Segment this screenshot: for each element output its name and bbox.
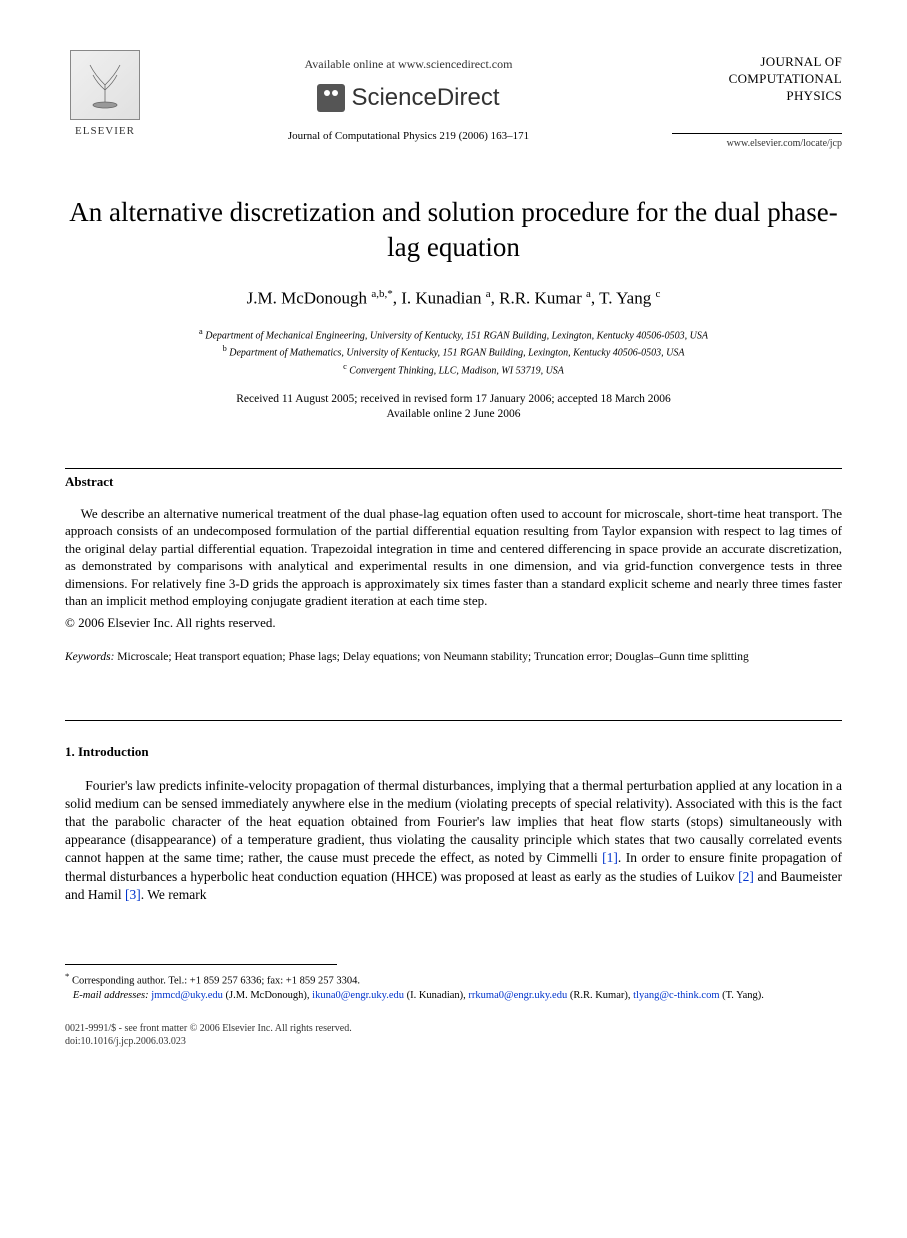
dates-online: Available online 2 June 2006	[387, 408, 521, 420]
email-link-1[interactable]: jmmcd@uky.edu	[151, 990, 223, 1001]
affiliation-a: Department of Mechanical Engineering, Un…	[205, 330, 708, 341]
intro-text-4: . We remark	[141, 887, 207, 902]
affiliations: a Department of Mechanical Engineering, …	[65, 326, 842, 378]
author-2-aff: a	[486, 288, 491, 300]
sciencedirect-text: ScienceDirect	[351, 82, 499, 114]
abstract-heading: Abstract	[65, 473, 842, 491]
keywords: Keywords: Microscale; Heat transport equ…	[65, 649, 842, 665]
journal-name-line1: JOURNAL OF	[760, 54, 842, 69]
elsevier-logo: ELSEVIER	[65, 50, 145, 139]
elsevier-label: ELSEVIER	[65, 124, 145, 139]
author-3: R.R. Kumar	[499, 289, 582, 308]
author-4-aff: c	[655, 288, 660, 300]
footnotes: * Corresponding author. Tel.: +1 859 257…	[65, 970, 842, 1004]
email-name-3: (R.R. Kumar),	[567, 990, 633, 1001]
abstract-copyright: © 2006 Elsevier Inc. All rights reserved…	[65, 614, 842, 632]
elsevier-tree-icon	[70, 50, 140, 120]
journal-url[interactable]: www.elsevier.com/locate/jcp	[672, 133, 842, 151]
author-3-aff: a	[586, 288, 591, 300]
section-heading-introduction: 1. Introduction	[65, 743, 842, 761]
sciencedirect-icon	[317, 84, 345, 112]
corresponding-author: Corresponding author. Tel.: +1 859 257 6…	[72, 976, 360, 987]
article-title: An alternative discretization and soluti…	[65, 195, 842, 265]
email-link-3[interactable]: rrkuma0@engr.uky.edu	[468, 990, 567, 1001]
bottom-info: 0021-9991/$ - see front matter © 2006 El…	[65, 1022, 842, 1048]
journal-name-line3: PHYSICS	[786, 88, 842, 103]
doi: doi:10.1016/j.jcp.2006.03.023	[65, 1036, 186, 1047]
authors-list: J.M. McDonough a,b,*, I. Kunadian a, R.R…	[65, 287, 842, 311]
dates-block: Received 11 August 2005; received in rev…	[65, 392, 842, 423]
author-1: J.M. McDonough	[247, 289, 367, 308]
citation-link-3[interactable]: [3]	[125, 887, 141, 902]
email-addresses-label: E-mail addresses:	[73, 990, 149, 1001]
divider-rule-2	[65, 720, 842, 721]
author-4: T. Yang	[599, 289, 651, 308]
affiliation-b: Department of Mathematics, University of…	[229, 348, 684, 359]
introduction-paragraph: Fourier's law predicts infinite-velocity…	[65, 777, 842, 905]
email-link-4[interactable]: tlyang@c-think.com	[633, 990, 719, 1001]
affiliation-c: Convergent Thinking, LLC, Madison, WI 53…	[349, 365, 564, 376]
author-2: I. Kunadian	[401, 289, 481, 308]
front-matter: 0021-9991/$ - see front matter © 2006 El…	[65, 1023, 352, 1034]
dates-received: Received 11 August 2005; received in rev…	[236, 393, 671, 405]
citation-link-2[interactable]: [2]	[738, 869, 754, 884]
email-name-1: (J.M. McDonough),	[223, 990, 312, 1001]
divider-rule	[65, 468, 842, 469]
available-online-text: Available online at www.sciencedirect.co…	[145, 56, 672, 72]
journal-name-line2: COMPUTATIONAL	[729, 71, 842, 86]
center-header: Available online at www.sciencedirect.co…	[145, 50, 672, 143]
author-1-aff: a,b,*	[371, 288, 392, 300]
email-name-2: (I. Kunadian),	[404, 990, 468, 1001]
journal-name: JOURNAL OF COMPUTATIONAL PHYSICS	[672, 54, 842, 105]
email-link-2[interactable]: ikuna0@engr.uky.edu	[312, 990, 404, 1001]
page-header: ELSEVIER Available online at www.science…	[65, 50, 842, 150]
sciencedirect-logo: ScienceDirect	[145, 82, 672, 114]
right-header: JOURNAL OF COMPUTATIONAL PHYSICS www.els…	[672, 50, 842, 150]
citation-link-1[interactable]: [1]	[602, 850, 618, 865]
keywords-label: Keywords:	[65, 651, 114, 663]
journal-reference: Journal of Computational Physics 219 (20…	[145, 129, 672, 144]
abstract-body: We describe an alternative numerical tre…	[65, 505, 842, 610]
email-name-4: (T. Yang).	[720, 990, 764, 1001]
keywords-text: Microscale; Heat transport equation; Pha…	[114, 651, 748, 663]
